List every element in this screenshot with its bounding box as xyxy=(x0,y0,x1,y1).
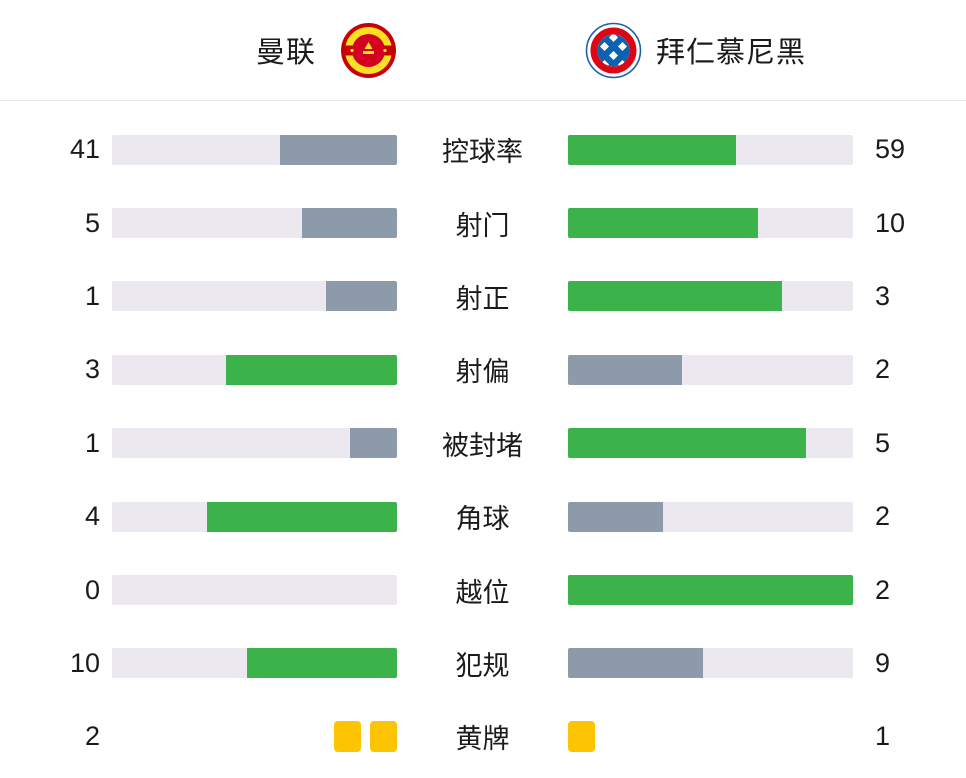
stat-row: 4 角球 2 xyxy=(0,480,966,553)
home-bar-fill xyxy=(207,501,397,532)
away-bar-track xyxy=(568,648,853,679)
away-bar-fill xyxy=(568,354,682,385)
away-bar-fill xyxy=(568,281,782,312)
home-bar-track xyxy=(112,208,397,239)
away-bar-fill xyxy=(568,648,703,679)
away-value: 9 xyxy=(875,647,891,678)
home-bar-track xyxy=(112,134,397,165)
home-bar-track xyxy=(112,281,397,312)
away-value: 10 xyxy=(875,207,906,238)
away-value: 59 xyxy=(875,134,906,165)
home-bar-track xyxy=(112,354,397,385)
home-bar-track xyxy=(112,428,397,459)
home-bar-fill xyxy=(349,428,397,459)
away-bar-track xyxy=(568,354,853,385)
home-value: 3 xyxy=(84,354,100,385)
stat-row: 10 犯规 9 xyxy=(0,627,966,700)
home-bar-track xyxy=(112,575,397,606)
stat-label: 射门 xyxy=(455,210,510,241)
home-value: 2 xyxy=(84,721,100,752)
stat-label: 射正 xyxy=(455,283,510,314)
stat-label: 角球 xyxy=(455,504,510,535)
away-value: 5 xyxy=(875,427,891,458)
away-bar-track xyxy=(568,281,853,312)
stat-row: 1 射正 3 xyxy=(0,260,966,333)
away-bar-fill xyxy=(568,428,806,459)
away-bar-track xyxy=(568,501,853,532)
home-bar-fill xyxy=(302,208,397,239)
away-bar-track xyxy=(568,575,853,606)
home-bar-track xyxy=(112,648,397,679)
away-bar-track xyxy=(568,428,853,459)
home-value: 4 xyxy=(84,501,100,532)
stat-label: 被封堵 xyxy=(442,430,523,461)
header: 曼联 xyxy=(0,0,966,100)
away-value: 2 xyxy=(875,501,891,532)
away-cards xyxy=(568,721,853,753)
home-bar-track xyxy=(112,501,397,532)
home-bar-fill xyxy=(280,134,397,165)
header-divider xyxy=(0,100,966,101)
home-bar-fill xyxy=(325,281,397,312)
home-value: 10 xyxy=(69,647,100,678)
away-team: 拜仁慕尼黑 xyxy=(568,22,966,79)
home-value: 0 xyxy=(84,574,100,605)
away-team-name: 拜仁慕尼黑 xyxy=(656,37,807,69)
fc-bayern-munchen-crest-icon xyxy=(585,22,642,79)
manchester-united-crest-icon xyxy=(340,22,397,79)
stat-row: 41 控球率 59 xyxy=(0,113,966,186)
home-bar-fill xyxy=(247,648,397,679)
away-bar-track xyxy=(568,208,853,239)
away-bar-fill xyxy=(568,501,663,532)
home-team-name: 曼联 xyxy=(255,37,316,69)
stat-row: 5 射门 10 xyxy=(0,186,966,259)
stat-label: 犯规 xyxy=(455,650,510,681)
home-value: 1 xyxy=(84,427,100,458)
stat-label: 黄牌 xyxy=(455,724,510,755)
stat-label: 射偏 xyxy=(455,357,510,388)
stat-row: 0 越位 2 xyxy=(0,553,966,626)
home-team: 曼联 xyxy=(0,22,397,79)
stat-label: 越位 xyxy=(455,577,510,608)
home-cards xyxy=(112,721,397,753)
away-bar-fill xyxy=(568,575,853,606)
yellow-card-icon xyxy=(334,721,361,753)
away-bar-fill xyxy=(568,208,758,239)
stats-list: 41 控球率 59 5 射门 10 1 射正 3 3 射偏 2 1 被封堵 5 4 角球 2 0 越位 2 10 犯规 9 2 黄… xyxy=(0,101,966,774)
home-value: 41 xyxy=(69,134,100,165)
home-value: 5 xyxy=(84,207,100,238)
stat-row: 2 黄牌 1 xyxy=(0,700,966,773)
away-value: 1 xyxy=(875,721,891,752)
yellow-card-icon xyxy=(370,721,397,753)
stat-row: 3 射偏 2 xyxy=(0,333,966,406)
home-bar-fill xyxy=(226,354,397,385)
away-bar-track xyxy=(568,134,853,165)
home-value: 1 xyxy=(84,280,100,311)
yellow-card-icon xyxy=(568,721,595,753)
away-value: 2 xyxy=(875,574,891,605)
away-bar-fill xyxy=(568,134,737,165)
stat-row: 1 被封堵 5 xyxy=(0,407,966,480)
away-value: 3 xyxy=(875,280,891,311)
away-value: 2 xyxy=(875,354,891,385)
stat-label: 控球率 xyxy=(442,137,523,168)
